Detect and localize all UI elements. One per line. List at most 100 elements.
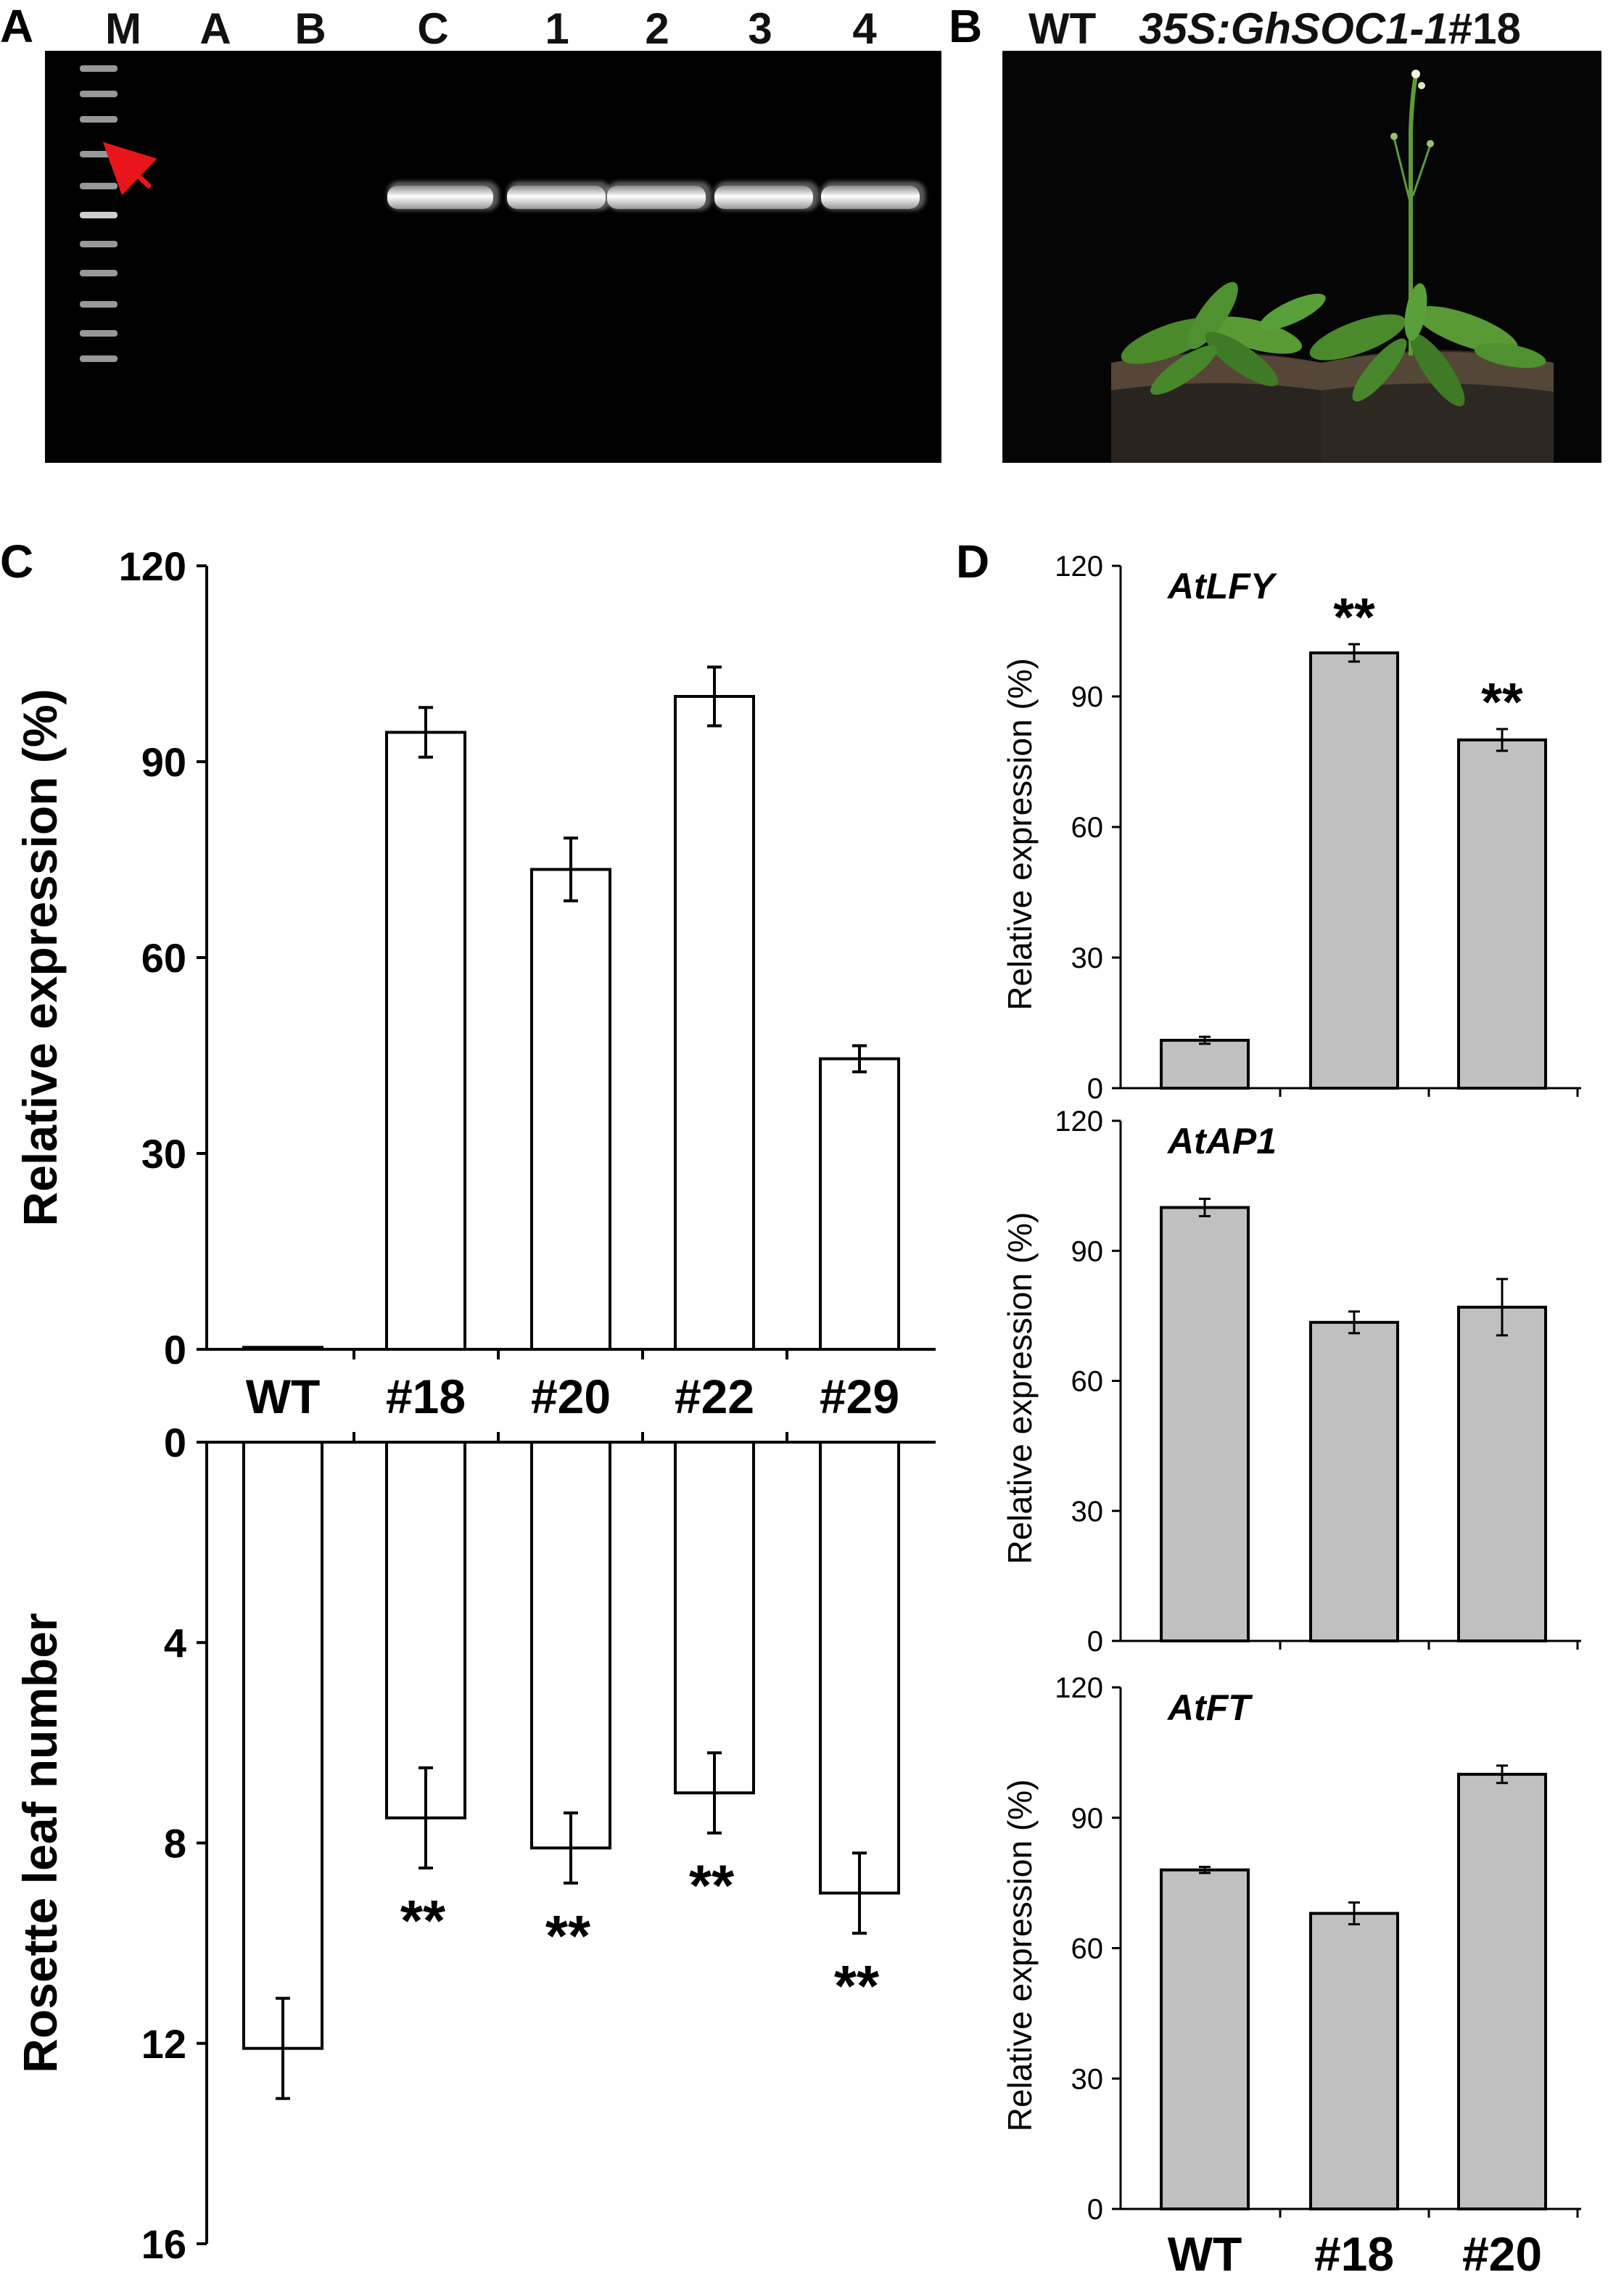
y-tick-label: 0: [164, 1327, 186, 1373]
c-top-chart: 0 30 60 90 120 Relative expression (%): [13, 543, 900, 1373]
gene-title: AtFT: [1166, 1687, 1253, 1728]
plant-photo-drawing: [1002, 51, 1601, 463]
pcr-band: [821, 186, 920, 209]
d-atap1-chart: 0 30 60 90 120 Relative expression (%) AtAP1: [1001, 1106, 1581, 1658]
ladder-band: [80, 91, 117, 97]
significance-mark: **: [400, 1888, 446, 1953]
y-tick-label: 30: [1071, 1496, 1104, 1528]
significance-mark: **: [1333, 587, 1375, 647]
category-label: WT: [246, 1370, 321, 1423]
gel-image: 1000bp: [45, 51, 941, 463]
pcr-band: [714, 186, 813, 209]
y-tick-label: 120: [1055, 1672, 1103, 1704]
panel-a-letter: A: [0, 0, 34, 52]
y-tick-label: 0: [1087, 1626, 1103, 1658]
significance-mark: **: [1481, 672, 1523, 732]
gene-title: AtAP1: [1166, 1121, 1277, 1161]
bar: [1160, 1868, 1250, 2211]
y-tick-label: 90: [1071, 1235, 1104, 1267]
gel-lane-label: M: [105, 4, 141, 53]
y-axis-label: Relative expression (%): [1001, 1779, 1039, 2132]
bar: [1457, 1305, 1547, 1643]
c-bottom-chart: 0 4 8 12 16 Rosette leaf number ** ** ** **: [13, 1420, 900, 2267]
ladder-band: [80, 355, 117, 362]
bar: [674, 1441, 755, 1795]
ladder-band: [80, 116, 117, 123]
y-tick-label: 0: [1087, 2194, 1103, 2226]
d-atlfy-chart: 0 30 60 90 120 Relative expression (%) AtLFY **…: [1001, 551, 1581, 1105]
ladder-band: [80, 212, 117, 218]
y-tick-label: 60: [1071, 1366, 1104, 1398]
category-label: #22: [675, 1370, 754, 1423]
y-tick-label: 8: [164, 1821, 186, 1867]
gel-lane-label: 3: [748, 4, 772, 53]
gel-lane-label: A: [199, 4, 231, 53]
y-axis-label: Relative expression (%): [1001, 658, 1039, 1011]
panel-c-letter: C: [0, 535, 34, 588]
y-tick-label: 60: [141, 935, 186, 981]
marker-label: 1000bp: [143, 241, 273, 283]
bar: [1457, 1772, 1547, 2211]
y-axis-label: Relative expression (%): [1001, 1212, 1039, 1565]
category-label: WT: [1168, 2227, 1242, 2281]
photo-label-wt: WT: [1028, 4, 1097, 53]
y-axis-label: Rosette leaf number: [13, 1613, 67, 2073]
bar: [1309, 651, 1399, 1090]
d-category-axis: WT #18 #20: [1168, 2227, 1542, 2281]
c-category-axis: WT #18 #20 #22 #29: [207, 1348, 936, 1444]
gel-lane-label: B: [294, 4, 326, 53]
pcr-band: [387, 186, 493, 209]
gel-lane-label: 4: [852, 4, 877, 53]
y-tick-label: 30: [1071, 942, 1104, 974]
panel-b-letter: B: [949, 0, 983, 52]
y-tick-label: 16: [141, 2221, 186, 2267]
panel-d-letter: D: [956, 535, 990, 588]
transgenic-construct: 35S:GhSOC1-1: [1139, 4, 1448, 53]
y-tick-label: 90: [1071, 681, 1104, 713]
pcr-bands: [387, 181, 925, 210]
bar: [530, 868, 611, 1351]
marker-arrow-icon: [102, 141, 157, 196]
significance-mark: **: [689, 1853, 735, 1918]
y-tick-label: 12: [141, 2021, 186, 2067]
y-tick-label: 120: [1055, 1106, 1103, 1137]
significance-mark: **: [834, 1954, 880, 2018]
category-label: #18: [1314, 2227, 1394, 2281]
bar: [1309, 1912, 1399, 2210]
bar: [385, 1441, 466, 1819]
d-atft-chart: 0 30 60 90 120 Relative expression (%) AtFT: [1001, 1672, 1581, 2226]
y-axis-label: Relative expression (%): [13, 689, 67, 1227]
gene-title: AtLFY: [1166, 566, 1278, 606]
bar: [1160, 1206, 1250, 1642]
plant-photo: [1002, 51, 1601, 463]
panel-d-chart: 0 30 60 90 120 Relative expression (%) AtLFY **…: [1001, 551, 1581, 2281]
y-tick-label: 0: [164, 1420, 186, 1465]
ladder-band: [80, 183, 117, 189]
transgenic-plant: [1309, 70, 1546, 407]
y-tick-label: 120: [1055, 551, 1103, 583]
wt-rosette: [1121, 281, 1326, 395]
y-tick-label: 4: [164, 1620, 186, 1666]
transgenic-line: #18: [1448, 4, 1521, 53]
photo-label-transgenic: 35S:GhSOC1-1#18: [1139, 7, 1521, 51]
y-tick-label: 0: [1087, 1073, 1103, 1105]
gel-lane-label: C: [417, 4, 449, 53]
y-tick-label: 90: [1071, 1803, 1104, 1835]
bar: [530, 1441, 611, 1850]
category-label: #18: [386, 1370, 466, 1423]
bar: [242, 1441, 323, 2050]
y-tick-label: 30: [141, 1131, 186, 1177]
ladder-band: [80, 330, 117, 337]
gel-lane-label: 1: [545, 4, 569, 53]
category-label: #29: [820, 1370, 899, 1423]
bar: [1309, 1320, 1399, 1643]
bar: [819, 1057, 900, 1351]
y-tick-label: 30: [1071, 2063, 1104, 2095]
bar: [819, 1441, 900, 1895]
ladder-band: [80, 301, 117, 308]
ladder-band: [80, 241, 117, 247]
y-tick-label: 120: [119, 543, 186, 589]
bar: [1457, 738, 1547, 1090]
gel-lane-label: 2: [645, 4, 669, 53]
